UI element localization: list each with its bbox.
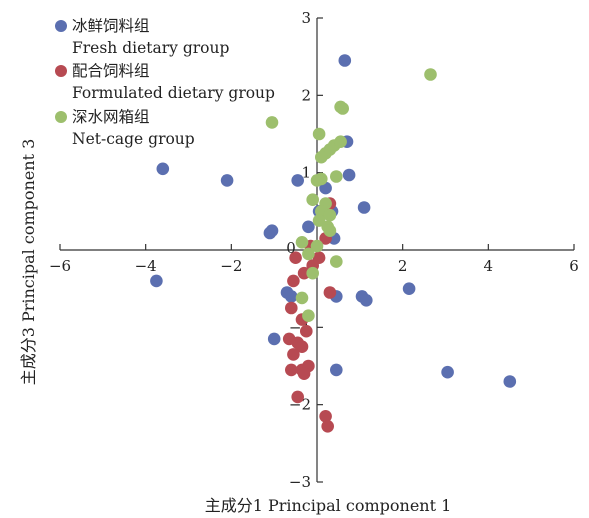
legend-marker-formulated xyxy=(55,65,67,77)
data-point-series-0 xyxy=(342,168,356,182)
data-point-series-1 xyxy=(287,274,300,288)
origin-label: 0 xyxy=(286,239,296,257)
x-tick-label: 6 xyxy=(569,257,579,275)
legend-label-fresh-en: Fresh dietary group xyxy=(72,39,229,57)
x-tick-label: −6 xyxy=(49,257,71,275)
y-tick-label: −3 xyxy=(289,473,311,491)
data-point-series-0 xyxy=(150,274,163,288)
x-tick-label: −4 xyxy=(135,257,157,275)
data-point-series-0 xyxy=(285,290,298,303)
x-tick-label: −2 xyxy=(220,257,242,275)
data-point-series-1 xyxy=(321,420,335,433)
data-point-series-2 xyxy=(424,68,437,81)
data-point-series-1 xyxy=(285,363,298,377)
y-tick-label: 1 xyxy=(301,164,311,182)
data-point-series-0 xyxy=(156,162,170,176)
data-point-series-2 xyxy=(312,127,326,141)
axes: −6 −4 −2 2 4 6 321−1−2−3 xyxy=(49,9,579,491)
legend-marker-fresh xyxy=(55,20,67,32)
legend-label-formulated: 配合饲料组 xyxy=(72,62,150,80)
data-point-series-2 xyxy=(336,102,350,115)
legend: 冰鲜饲料组 Fresh dietary group 配合饲料组 Formulat… xyxy=(55,17,275,148)
data-point-series-0 xyxy=(291,174,305,187)
data-point-series-2 xyxy=(265,116,279,129)
data-point-series-1 xyxy=(312,251,326,264)
data-point-series-2 xyxy=(334,135,347,148)
data-point-series-2 xyxy=(306,193,320,206)
data-point-series-0 xyxy=(267,332,281,346)
data-point-series-1 xyxy=(323,286,337,299)
legend-label-fresh: 冰鲜饲料组 xyxy=(72,17,150,35)
y-tick-label: 3 xyxy=(301,9,311,27)
data-point-series-0 xyxy=(441,365,454,379)
data-point-series-0 xyxy=(220,174,234,187)
data-points xyxy=(150,54,517,433)
data-point-series-1 xyxy=(285,301,298,315)
legend-label-formulated-en: Formulated dietary group xyxy=(72,84,275,102)
data-point-series-1 xyxy=(300,324,313,338)
data-point-series-2 xyxy=(330,170,343,183)
data-point-series-1 xyxy=(297,367,311,381)
data-point-series-2 xyxy=(315,150,328,164)
legend-label-netcage: 深水网箱组 xyxy=(72,108,150,126)
data-point-series-0 xyxy=(265,224,279,237)
data-point-series-1 xyxy=(319,410,332,423)
x-ticks: −6 −4 −2 2 4 6 xyxy=(49,244,579,275)
data-point-series-2 xyxy=(295,291,309,305)
data-point-series-2 xyxy=(302,309,315,323)
data-point-series-1 xyxy=(287,348,300,361)
data-point-series-0 xyxy=(402,282,416,296)
data-point-series-0 xyxy=(330,363,343,377)
y-tick-label: 2 xyxy=(301,86,311,104)
data-point-series-2 xyxy=(310,239,324,253)
data-point-series-0 xyxy=(357,201,371,214)
legend-label-netcage-en: Net-cage group xyxy=(72,130,195,148)
y-axis-title: 主成分3 Principal component 3 xyxy=(19,139,38,386)
data-point-series-0 xyxy=(503,375,517,388)
x-tick-label: 4 xyxy=(484,257,494,275)
data-point-series-2 xyxy=(310,174,324,187)
data-point-series-2 xyxy=(323,208,337,222)
data-point-series-1 xyxy=(289,251,302,264)
data-point-series-0 xyxy=(360,294,373,307)
data-point-series-2 xyxy=(330,255,343,268)
legend-marker-netcage xyxy=(55,111,67,123)
data-point-series-2 xyxy=(323,224,337,237)
x-tick-label: 2 xyxy=(398,257,408,275)
data-point-series-1 xyxy=(295,340,309,354)
data-point-series-2 xyxy=(295,236,309,249)
data-point-series-1 xyxy=(291,390,305,404)
data-point-series-0 xyxy=(302,220,315,234)
data-point-series-2 xyxy=(302,247,315,261)
x-axis-title: 主成分1 Principal component 1 xyxy=(205,496,452,515)
data-point-series-0 xyxy=(338,54,352,67)
data-point-series-2 xyxy=(306,266,320,280)
